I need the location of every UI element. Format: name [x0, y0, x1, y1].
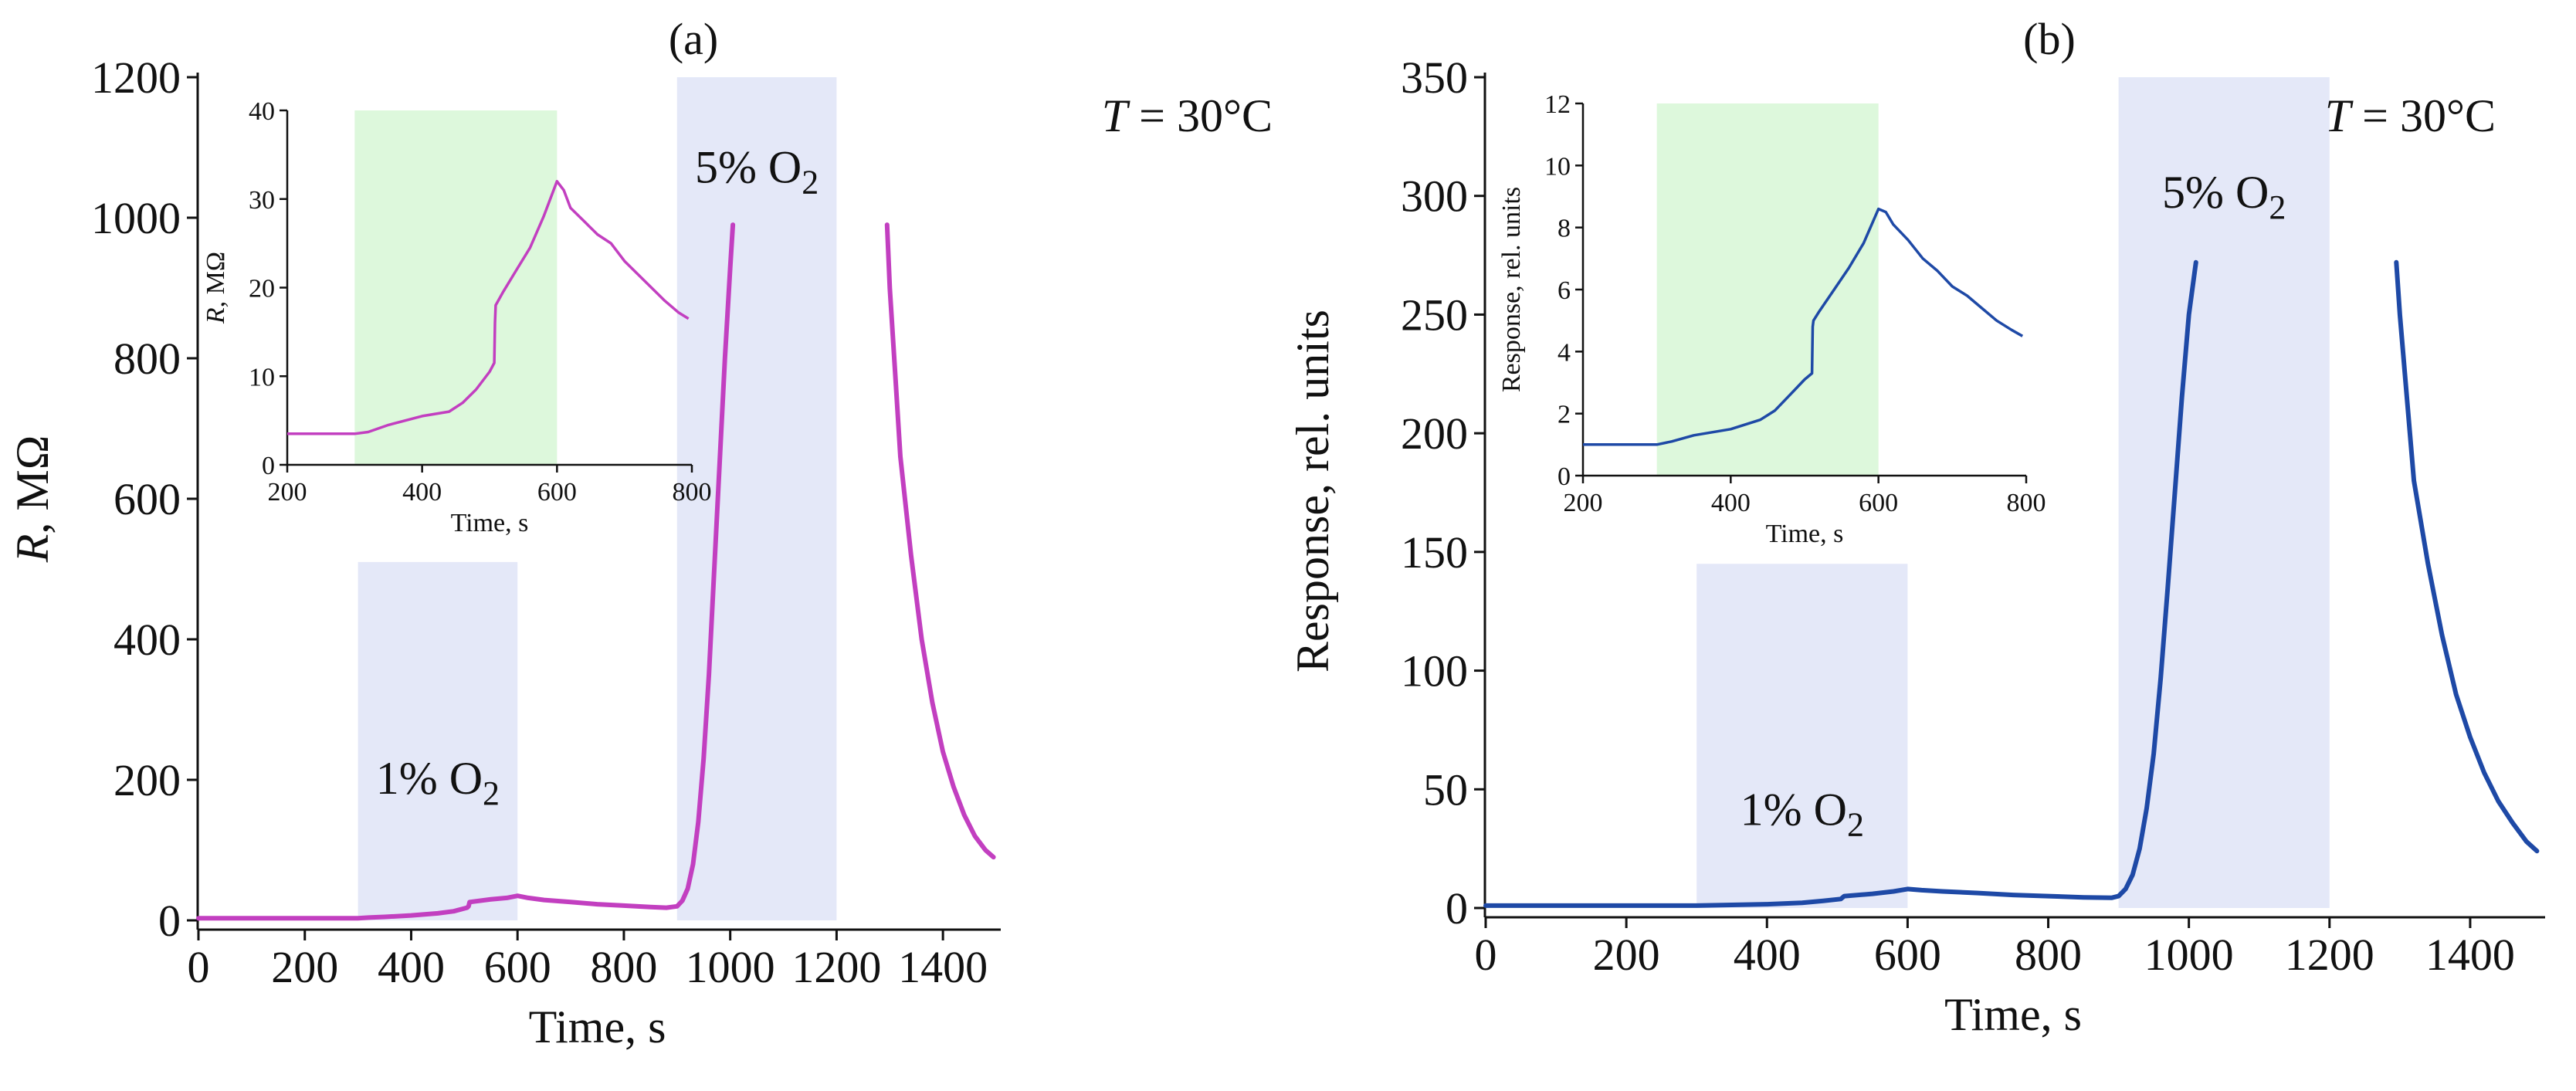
x-tick-label: 400	[378, 942, 445, 992]
band-label-1: 1% O2	[376, 753, 500, 812]
inset-x-axis-label: Time, s	[451, 509, 529, 537]
inset-y-axis-label: R, MΩ	[202, 252, 230, 324]
band-label-main: 1% O	[1740, 784, 1847, 835]
inset-gas-band	[354, 110, 558, 465]
condition-var: T	[2325, 90, 2354, 141]
x-tick-label: 1000	[686, 942, 775, 992]
inset-y-tick-label: 20	[249, 275, 275, 303]
y-tick-label: 400	[114, 615, 181, 665]
gas-band-1	[358, 561, 518, 920]
panel-b: 1% O25% O20 200 400 600 800 1000 1200 140005010…	[1287, 14, 2545, 1040]
x-tick-label: 800	[590, 942, 657, 992]
x-tick-label: 200	[271, 942, 338, 992]
gas-band-1	[1696, 564, 1908, 908]
inset-y-tick-label: 0	[262, 452, 275, 480]
inset-series-line	[287, 180, 690, 435]
inset-y-label-unit: , MΩ	[202, 252, 230, 308]
y-tick-label: 1200	[91, 53, 181, 103]
band-label-2: 5% O2	[2162, 167, 2286, 226]
band-label-sub: 2	[2269, 188, 2286, 226]
x-tick-label: 800	[2015, 930, 2082, 980]
x-tick-label: 200	[1593, 930, 1660, 980]
temperature-condition: T = 30°C	[2325, 90, 2496, 141]
panel-title: (b)	[2023, 14, 2076, 64]
x-tick-label: 0	[1475, 930, 1497, 980]
x-axis-label: Time, s	[529, 1001, 666, 1052]
x-tick-label: 0	[188, 942, 210, 992]
band-label-sub: 2	[1847, 805, 1864, 843]
panel-a: 1% O25% O20 200 400 600 800 1000 1200 140002004…	[7, 14, 1273, 1052]
x-tick-label: 1200	[2285, 930, 2374, 980]
x-tick-label: 600	[484, 942, 551, 992]
panel-title: (a)	[669, 14, 718, 64]
inset-x-tick-label: 800	[2007, 489, 2046, 517]
inset-gas-band	[1656, 103, 1879, 476]
inset-y-tick-label: 6	[1557, 276, 1571, 305]
y-tick-label: 0	[158, 896, 181, 946]
band-label-sub: 2	[802, 164, 819, 202]
x-tick-label: 1400	[898, 942, 988, 992]
inset-y-tick-label: 0	[1557, 462, 1571, 491]
x-tick-label: 1400	[2425, 930, 2515, 980]
y-tick-label: 250	[1401, 290, 1468, 340]
inset-series-line	[1583, 207, 2024, 446]
inset-y-axis-label: Response, rel. units	[1497, 187, 1526, 392]
x-axis-label: Time, s	[1944, 989, 2082, 1040]
inset-chart: 200 400 600 800 0 10 20 30 40 Time, s R, MΩ	[202, 97, 712, 537]
inset-y-tick-label: 10	[249, 363, 275, 391]
condition-var: T	[1102, 90, 1130, 141]
x-tick-label: 400	[1734, 930, 1801, 980]
y-axis-label-var: R	[7, 534, 58, 564]
y-axis-label-unit: , MΩ	[7, 435, 58, 534]
y-tick-label: 1000	[91, 193, 181, 243]
inset-y-tick-label: 12	[1544, 90, 1571, 119]
temperature-condition: T = 30°C	[1102, 90, 1273, 141]
inset-y-tick-label: 30	[249, 186, 275, 215]
inset-x-tick-label: 200	[1564, 489, 1603, 517]
band-label-main: 5% O	[695, 142, 802, 193]
y-tick-label: 200	[1401, 408, 1468, 459]
inset-y-tick-label: 4	[1557, 338, 1571, 367]
inset-y-tick-label: 2	[1557, 401, 1571, 429]
inset-x-tick-label: 600	[1859, 489, 1898, 517]
y-tick-label: 100	[1401, 646, 1468, 696]
series-line-segment-2	[884, 222, 996, 860]
condition-value: = 30°C	[2351, 90, 2496, 141]
y-tick-label: 800	[114, 334, 181, 384]
y-tick-label: 350	[1401, 53, 1468, 103]
condition-value: = 30°C	[1127, 90, 1273, 141]
inset-y-label-var: R	[202, 307, 230, 324]
inset-y-tick-label: 10	[1544, 152, 1571, 181]
band-label-main: 1% O	[376, 753, 483, 804]
inset-y-tick-label: 40	[249, 97, 275, 126]
y-tick-label: 200	[114, 755, 181, 805]
inset-x-tick-label: 200	[268, 478, 307, 507]
inset-x-tick-label: 600	[537, 478, 577, 507]
series-line-segment-1	[1483, 259, 2198, 908]
inset-x-tick-label: 400	[1711, 489, 1751, 517]
inset-x-tick-label: 800	[673, 478, 712, 507]
band-label-main: 5% O	[2162, 167, 2269, 218]
x-tick-label: 600	[1874, 930, 1941, 980]
y-tick-label: 50	[1423, 764, 1468, 815]
band-label-1: 1% O2	[1740, 784, 1864, 843]
inset-x-axis-label: Time, s	[1766, 520, 1844, 548]
series-line-segment-1	[196, 222, 736, 921]
band-label-sub: 2	[483, 774, 500, 812]
y-axis-label: R, MΩ	[7, 435, 58, 564]
x-tick-label: 1200	[791, 942, 881, 992]
x-tick-label: 1000	[2144, 930, 2234, 980]
y-tick-label: 0	[1446, 883, 1468, 933]
series-line-segment-2	[2394, 259, 2540, 854]
band-label-2: 5% O2	[695, 142, 819, 202]
y-tick-label: 300	[1401, 171, 1468, 222]
inset-y-tick-label: 8	[1557, 215, 1571, 243]
inset-chart: 200 400 600 800 0 2 4 6 8 10 12 Time, s Response, re…	[1497, 90, 2046, 548]
y-axis-label: Response, rel. units	[1287, 310, 1338, 673]
inset-x-tick-label: 400	[402, 478, 442, 507]
y-tick-label: 150	[1401, 527, 1468, 578]
y-tick-label: 600	[114, 474, 181, 524]
